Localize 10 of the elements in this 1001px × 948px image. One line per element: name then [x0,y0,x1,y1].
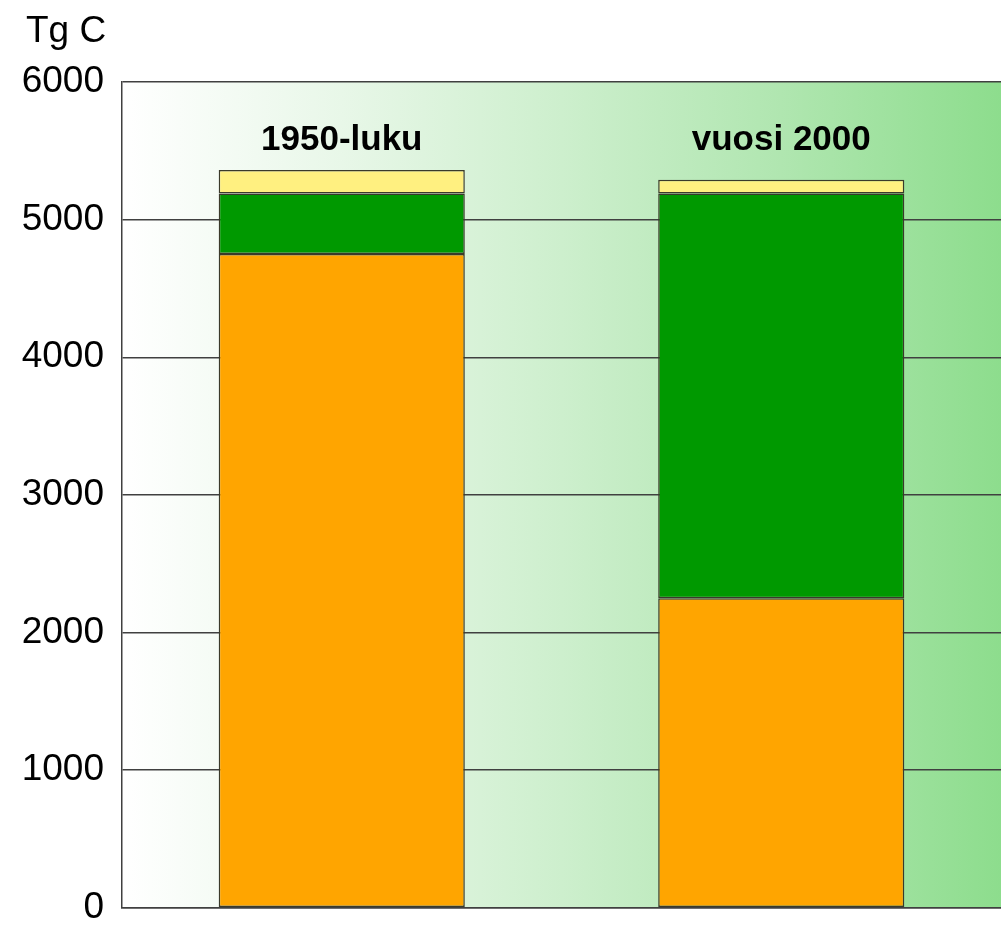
y-tick-label: 4000 [21,334,104,376]
y-tick-label: 5000 [21,196,104,238]
y-axis-title: Tg C [26,9,107,51]
y-tick-label: 3000 [21,472,104,514]
y-tick-label: 0 [83,885,104,926]
y-tick-label: 2000 [21,609,104,651]
y-tick-label: 6000 [21,59,104,101]
y-tick-label: 1000 [21,747,104,789]
x-tick-label: 1950-luku [261,117,423,157]
x-tick-label: vuosi 2000 [691,117,871,157]
